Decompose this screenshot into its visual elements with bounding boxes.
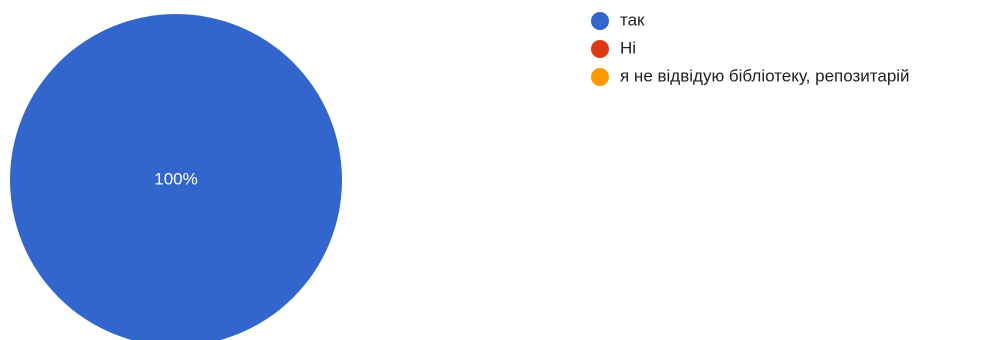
pie-slice-0 xyxy=(10,14,342,340)
legend-label-0: так xyxy=(620,10,645,29)
pie-slices xyxy=(10,14,342,340)
legend-swatch-1 xyxy=(591,40,609,58)
legend-swatch-0 xyxy=(591,12,609,30)
pie-data-labels: 100% xyxy=(154,169,197,188)
data-label-0: 100% xyxy=(154,169,197,188)
legend-item-0[interactable]: так xyxy=(591,10,645,30)
legend-item-1[interactable]: Ні xyxy=(591,38,636,58)
legend-item-2[interactable]: я не відвідую бібліотеку, репозитарій xyxy=(591,66,910,86)
legend-swatch-2 xyxy=(591,68,609,86)
legend: так Ні я не відвідую бібліотеку, репозитар… xyxy=(591,10,910,86)
legend-label-1: Ні xyxy=(620,38,636,57)
legend-label-2: я не відвідую бібліотеку, репозитарій xyxy=(620,66,910,85)
